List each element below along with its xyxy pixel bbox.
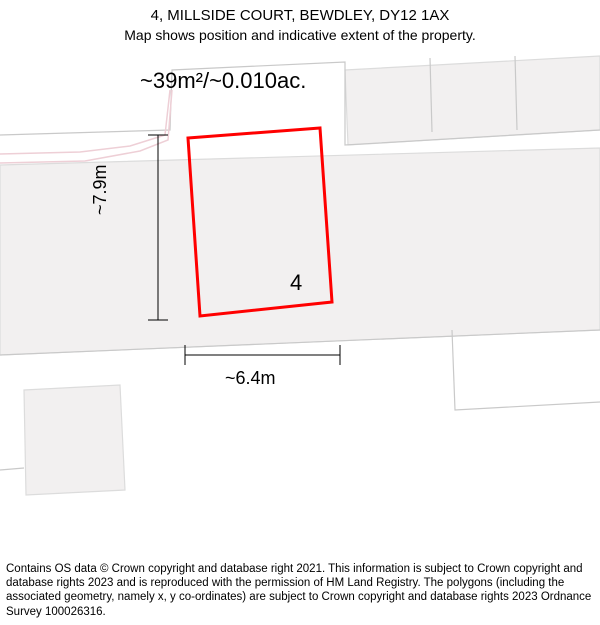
width-dimension-label: ~6.4m xyxy=(225,368,276,389)
page-title: 4, MILLSIDE COURT, BEWDLEY, DY12 1AX xyxy=(0,6,600,26)
plot-number-label: 4 xyxy=(290,270,302,296)
property-map: ~39m²/~0.010ac. ~7.9m ~6.4m 4 xyxy=(0,50,600,530)
height-dimension-label: ~7.9m xyxy=(90,164,111,215)
copyright-footer: Contains OS data © Crown copyright and d… xyxy=(6,562,594,620)
area-label: ~39m²/~0.010ac. xyxy=(140,68,306,94)
page-subtitle: Map shows position and indicative extent… xyxy=(0,26,600,44)
